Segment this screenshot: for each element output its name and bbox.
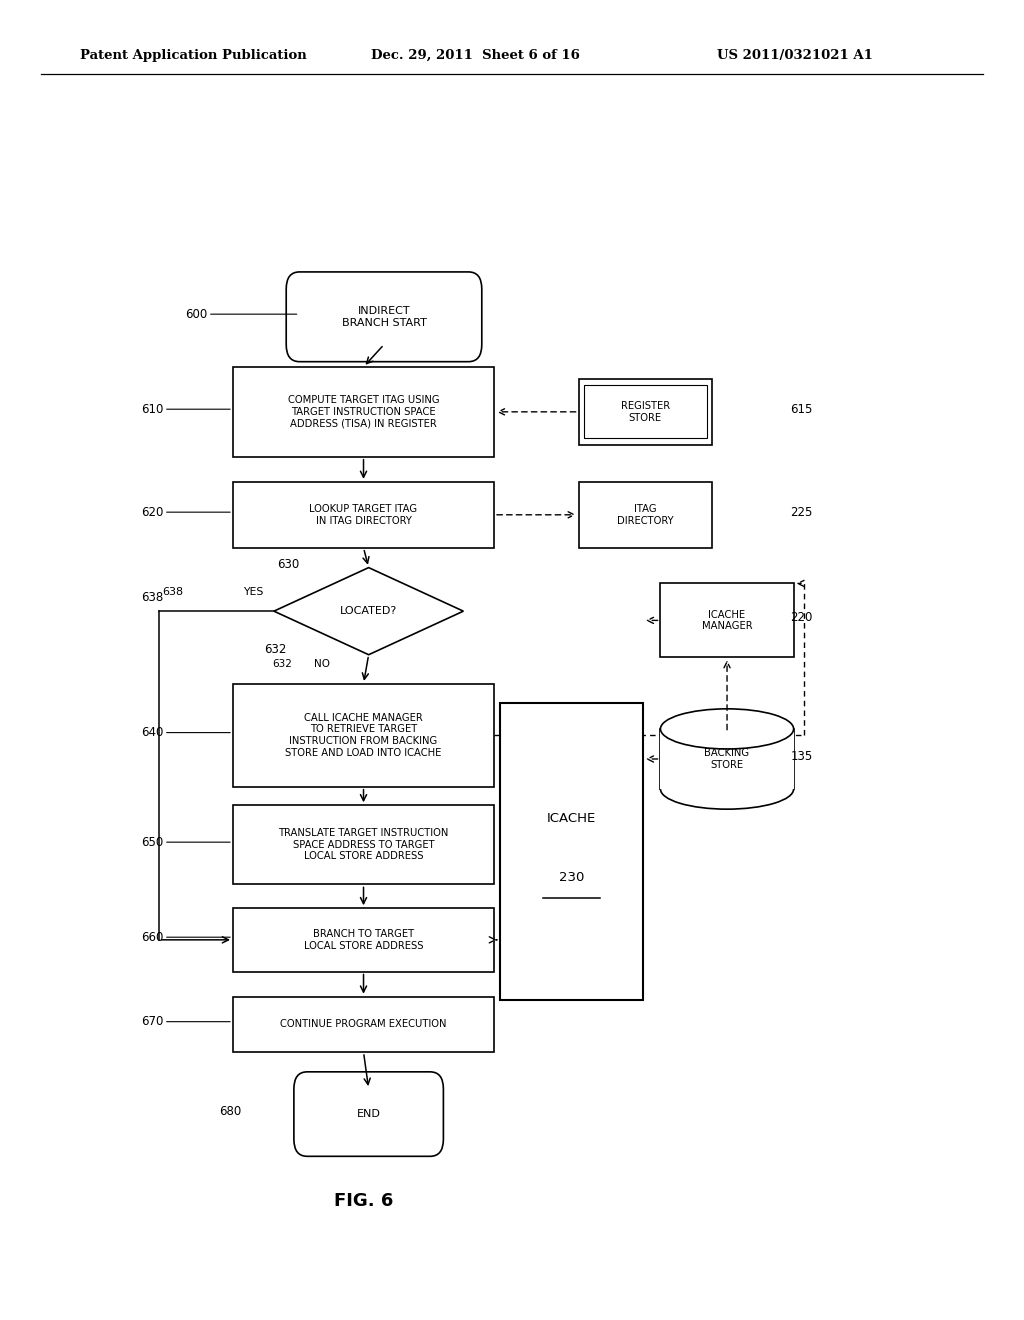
Bar [579, 379, 712, 445]
Bar [232, 367, 494, 457]
Text: ICACHE: ICACHE [547, 812, 596, 825]
Bar [500, 702, 643, 1001]
Text: 600: 600 [185, 308, 208, 321]
Bar [232, 684, 494, 787]
Text: LOCATED?: LOCATED? [340, 606, 397, 616]
Text: 670: 670 [141, 1015, 164, 1028]
Text: INDIRECT
BRANCH START: INDIRECT BRANCH START [342, 306, 426, 327]
Text: 630: 630 [276, 558, 299, 572]
Text: NO: NO [314, 659, 331, 669]
Text: END: END [356, 1109, 381, 1119]
Text: COMPUTE TARGET ITAG USING
TARGET INSTRUCTION SPACE
ADDRESS (TISA) IN REGISTER: COMPUTE TARGET ITAG USING TARGET INSTRUC… [288, 395, 439, 429]
Bar [660, 583, 794, 657]
Text: 650: 650 [141, 836, 164, 849]
Text: 660: 660 [141, 931, 164, 944]
Text: 230: 230 [559, 871, 584, 884]
Text: US 2011/0321021 A1: US 2011/0321021 A1 [717, 49, 872, 62]
Text: 632: 632 [264, 643, 287, 656]
Text: TRANSLATE TARGET INSTRUCTION
SPACE ADDRESS TO TARGET
LOCAL STORE ADDRESS: TRANSLATE TARGET INSTRUCTION SPACE ADDRE… [279, 828, 449, 862]
Bar [232, 908, 494, 972]
Ellipse shape [660, 709, 794, 748]
Bar [232, 482, 494, 548]
Text: ICACHE
MANAGER: ICACHE MANAGER [701, 610, 753, 631]
Text: 220: 220 [791, 611, 813, 624]
FancyBboxPatch shape [286, 272, 481, 362]
Text: 638: 638 [162, 587, 183, 598]
Text: CALL ICACHE MANAGER
TO RETRIEVE TARGET
INSTRUCTION FROM BACKING
STORE AND LOAD I: CALL ICACHE MANAGER TO RETRIEVE TARGET I… [286, 713, 441, 758]
Bar [660, 729, 794, 789]
Text: Dec. 29, 2011  Sheet 6 of 16: Dec. 29, 2011 Sheet 6 of 16 [371, 49, 580, 62]
Text: 680: 680 [219, 1105, 242, 1118]
Bar [232, 805, 494, 884]
Text: LOOKUP TARGET ITAG
IN ITAG DIRECTORY: LOOKUP TARGET ITAG IN ITAG DIRECTORY [309, 504, 418, 525]
Polygon shape [273, 568, 463, 655]
Text: Patent Application Publication: Patent Application Publication [80, 49, 306, 62]
Text: 135: 135 [791, 750, 813, 763]
Bar [584, 385, 707, 438]
Text: 620: 620 [141, 506, 164, 519]
Text: 632: 632 [272, 659, 292, 669]
Text: 640: 640 [141, 726, 164, 739]
Text: ITAG
DIRECTORY: ITAG DIRECTORY [616, 504, 674, 525]
Text: YES: YES [244, 587, 263, 598]
Text: 610: 610 [141, 403, 164, 416]
Text: 638: 638 [141, 591, 164, 605]
Text: CONTINUE PROGRAM EXECUTION: CONTINUE PROGRAM EXECUTION [281, 1019, 446, 1030]
Bar [232, 997, 494, 1052]
Bar [579, 482, 712, 548]
Text: 615: 615 [791, 403, 813, 416]
Text: FIG. 6: FIG. 6 [334, 1192, 393, 1210]
FancyBboxPatch shape [294, 1072, 443, 1156]
Text: REGISTER
STORE: REGISTER STORE [621, 401, 670, 422]
Text: BACKING
STORE: BACKING STORE [705, 748, 750, 770]
Text: BRANCH TO TARGET
LOCAL STORE ADDRESS: BRANCH TO TARGET LOCAL STORE ADDRESS [304, 929, 423, 950]
Text: 225: 225 [791, 506, 813, 519]
